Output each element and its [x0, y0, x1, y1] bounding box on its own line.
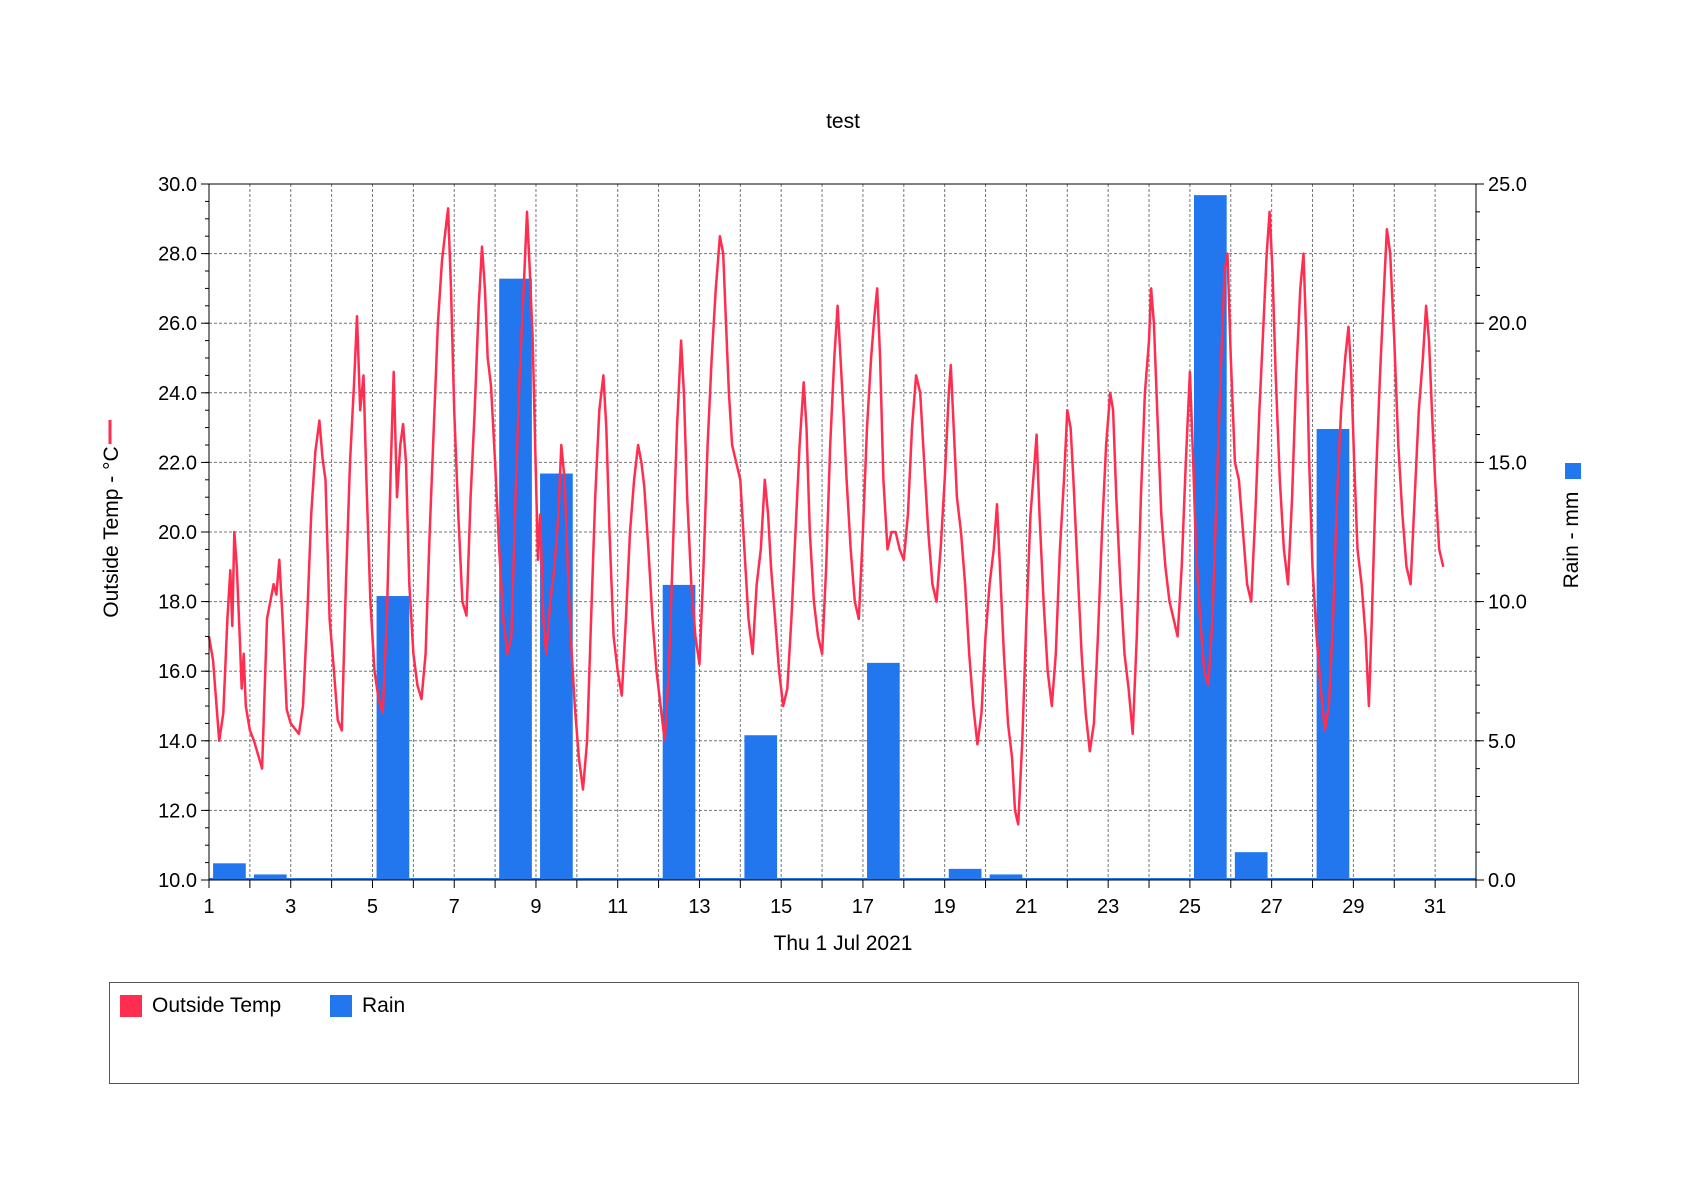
y-right-tick-label: 0.0 [1488, 870, 1516, 892]
rain-bar [1316, 428, 1350, 880]
y-left-tick-label: 10.0 [158, 870, 197, 892]
x-tick-label: 5 [367, 896, 378, 918]
rain-bar [989, 874, 1023, 880]
y-left-tick-label: 28.0 [158, 244, 197, 266]
y-right-axis-label: Rain - mm [1560, 492, 1583, 589]
y-right-series-marker [1565, 463, 1581, 479]
x-tick-label: 3 [285, 896, 296, 918]
x-tick-label: 19 [934, 896, 956, 918]
x-tick-label: 1 [203, 896, 214, 918]
rain-bars [209, 195, 1476, 881]
y-left-axis-label: Outside Temp - °C [100, 446, 123, 617]
x-tick-label: 7 [449, 896, 460, 918]
legend-label-rain: Rain [362, 994, 406, 1017]
legend-label-outside-temp: Outside Temp [152, 994, 282, 1017]
y-left-tick-label: 22.0 [158, 452, 197, 474]
rain-bar [1234, 852, 1268, 880]
x-tick-label: 11 [607, 896, 628, 918]
y-right-tick-label: 10.0 [1488, 592, 1527, 614]
legend-swatch-outside-temp [120, 995, 142, 1017]
y-right-tick-label: 25.0 [1488, 174, 1527, 196]
y-right-tick-label: 20.0 [1488, 313, 1527, 335]
outside-temp-line [207, 207, 1445, 826]
rain-bar [213, 863, 246, 880]
rain-bar [867, 662, 900, 880]
y-right-tick-label: 15.0 [1488, 452, 1527, 474]
rain-bar [376, 596, 410, 880]
x-tick-label: 25 [1179, 896, 1201, 918]
rain-bar [662, 584, 696, 880]
x-tick-label: 13 [688, 896, 710, 918]
x-tick-label: 27 [1261, 896, 1283, 918]
x-tick-label: 15 [770, 896, 792, 918]
x-tick-label: 21 [1015, 896, 1037, 918]
y-left-tick-label: 20.0 [158, 522, 197, 544]
x-tick-label: 29 [1342, 896, 1364, 918]
legend-item-rain: Rain [330, 993, 405, 1019]
rain-bar [744, 735, 778, 880]
y-left-tick-label: 26.0 [158, 313, 197, 335]
rain-bar [499, 278, 532, 880]
x-tick-label: 17 [852, 896, 874, 918]
legend-item-outside-temp: Outside Temp [120, 993, 281, 1019]
x-tick-label: 31 [1424, 896, 1446, 918]
rain-bar [253, 874, 287, 880]
grid [209, 184, 1476, 880]
x-tick-label: 23 [1097, 896, 1119, 918]
y-left-tick-label: 24.0 [158, 383, 197, 405]
rain-bar [1193, 195, 1227, 881]
legend: Outside Temp Rain [109, 982, 1579, 1084]
chart-title: test [826, 110, 860, 133]
x-tick-label: 9 [530, 896, 541, 918]
x-axis-label: Thu 1 Jul 2021 [774, 932, 913, 955]
y-left-tick-label: 18.0 [158, 592, 197, 614]
y-right-tick-label: 5.0 [1488, 731, 1516, 753]
y-left-tick-label: 30.0 [158, 174, 197, 196]
rain-bar [948, 868, 982, 880]
legend-swatch-rain [330, 995, 352, 1017]
y-left-tick-label: 12.0 [158, 800, 197, 822]
axes: 10.012.014.016.018.020.022.024.026.028.0… [158, 174, 1527, 918]
y-left-tick-label: 16.0 [158, 661, 197, 683]
y-right-label-group: Rain - mm [1560, 492, 1583, 589]
y-left-tick-label: 14.0 [158, 731, 197, 753]
y-left-label-group: Outside Temp - °C [100, 446, 123, 617]
